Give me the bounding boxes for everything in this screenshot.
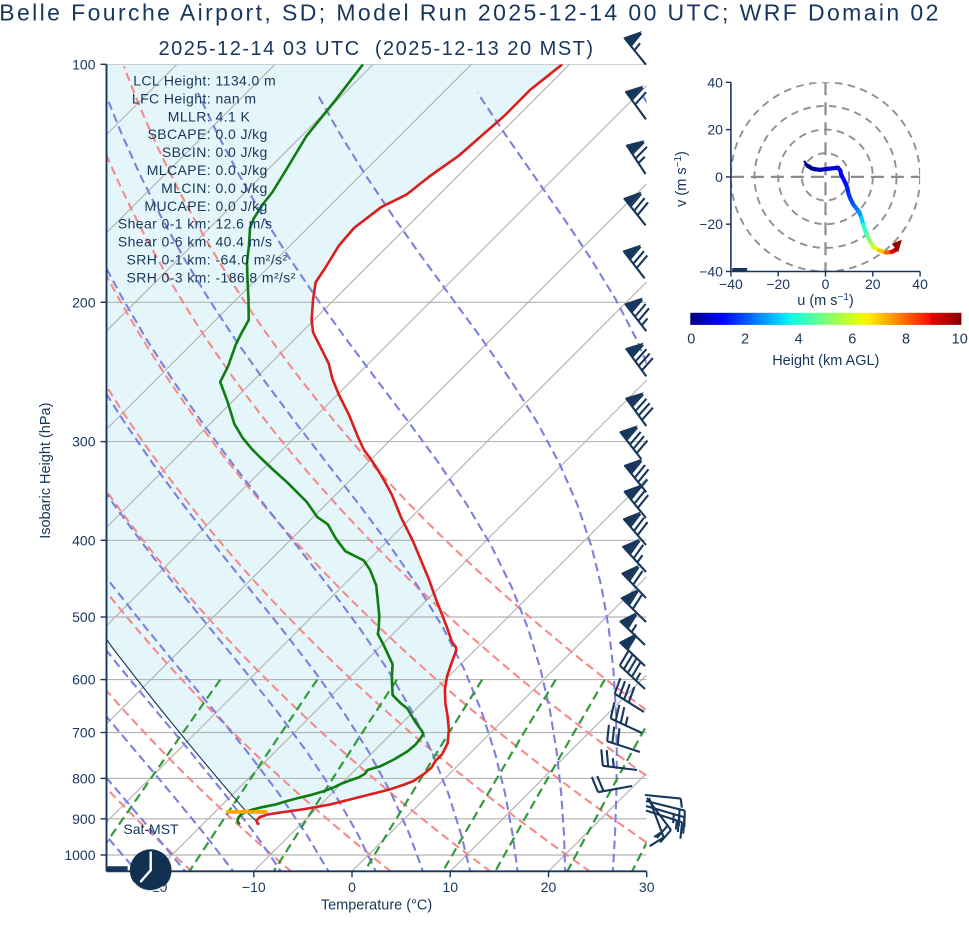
svg-text:200: 200 xyxy=(72,294,96,310)
svg-text:500: 500 xyxy=(72,609,96,625)
svg-text:1134.0 m: 1134.0 m xyxy=(216,73,277,89)
svg-text:400: 400 xyxy=(72,532,96,548)
svg-text:700: 700 xyxy=(72,725,96,741)
svg-text:800: 800 xyxy=(72,770,96,786)
svg-text:SRH 0-3 km:: SRH 0-3 km: xyxy=(126,269,211,285)
svg-text:v (m s−1): v (m s−1) xyxy=(673,151,690,207)
svg-text:0.0 J/kg: 0.0 J/kg xyxy=(216,162,268,178)
svg-text:Belle Fourche Airport, SD; Mod: Belle Fourche Airport, SD; Model Run 202… xyxy=(0,0,941,26)
svg-text:20: 20 xyxy=(865,276,881,292)
svg-text:900: 900 xyxy=(72,811,96,827)
svg-text:40.4 m/s: 40.4 m/s xyxy=(216,234,273,250)
svg-text:30: 30 xyxy=(639,879,655,895)
svg-text:u (m s−1): u (m s−1) xyxy=(797,292,854,309)
svg-text:MLCIN:: MLCIN: xyxy=(161,180,211,196)
svg-text:−20: −20 xyxy=(766,276,790,292)
svg-text:6: 6 xyxy=(848,332,856,348)
svg-text:Shear 0-1 km:: Shear 0-1 km: xyxy=(118,216,211,232)
svg-text:0.0 J/kg: 0.0 J/kg xyxy=(216,126,268,142)
svg-text:Temperature (°C): Temperature (°C) xyxy=(321,898,432,914)
svg-text:Sat-MST: Sat-MST xyxy=(123,821,179,837)
svg-text:MLLR:: MLLR: xyxy=(168,108,211,124)
svg-text:2025-12-14 03 UTC (2025-12-13: 2025-12-14 03 UTC (2025-12-13 20 MST) xyxy=(158,38,594,60)
svg-text:2: 2 xyxy=(741,332,749,348)
svg-text:600: 600 xyxy=(72,672,96,688)
svg-text:10: 10 xyxy=(952,332,968,348)
svg-text:Shear 0-6 km:: Shear 0-6 km: xyxy=(118,234,211,250)
svg-text:−40: −40 xyxy=(699,264,723,280)
svg-text:MUCAPE:: MUCAPE: xyxy=(144,198,211,214)
svg-text:SBCAPE:: SBCAPE: xyxy=(148,126,212,142)
svg-text:1000: 1000 xyxy=(64,847,95,863)
svg-text:40: 40 xyxy=(912,276,928,292)
svg-text:0.0 J/kg: 0.0 J/kg xyxy=(216,180,268,196)
svg-text:100: 100 xyxy=(72,56,96,72)
svg-text:4.1 K: 4.1 K xyxy=(216,108,251,124)
svg-text:-64.0 m²/s²: -64.0 m²/s² xyxy=(216,252,288,268)
svg-text:0: 0 xyxy=(687,332,695,348)
svg-text:4: 4 xyxy=(795,332,803,348)
svg-text:20: 20 xyxy=(707,122,723,138)
svg-text:Isobaric Height (hPa): Isobaric Height (hPa) xyxy=(38,403,54,539)
svg-text:12.6 m/s: 12.6 m/s xyxy=(216,216,273,232)
svg-text:−10: −10 xyxy=(242,879,266,895)
svg-text:−40: −40 xyxy=(719,276,743,292)
svg-text:Height (km AGL): Height (km AGL) xyxy=(772,353,879,369)
svg-text:-186.8 m²/s²: -186.8 m²/s² xyxy=(216,269,296,285)
svg-text:40: 40 xyxy=(707,74,723,90)
svg-text:nan m: nan m xyxy=(216,90,257,106)
svg-text:8: 8 xyxy=(902,332,910,348)
svg-text:20: 20 xyxy=(541,879,557,895)
svg-text:300: 300 xyxy=(72,434,96,450)
svg-text:SBCIN:: SBCIN: xyxy=(162,144,211,160)
svg-text:0: 0 xyxy=(822,276,830,292)
svg-text:LCL Height:: LCL Height: xyxy=(133,73,211,89)
svg-text:10: 10 xyxy=(442,879,458,895)
svg-text:0: 0 xyxy=(348,879,356,895)
svg-text:−20: −20 xyxy=(699,216,723,232)
svg-text:SRH 0-1 km:: SRH 0-1 km: xyxy=(126,252,211,268)
svg-text:MLCAPE:: MLCAPE: xyxy=(147,162,211,178)
svg-text:0.0 J/kg: 0.0 J/kg xyxy=(216,198,268,214)
svg-text:0: 0 xyxy=(715,169,723,185)
svg-text:0.0 J/kg: 0.0 J/kg xyxy=(216,144,268,160)
svg-text:LFC Height:: LFC Height: xyxy=(132,90,211,106)
